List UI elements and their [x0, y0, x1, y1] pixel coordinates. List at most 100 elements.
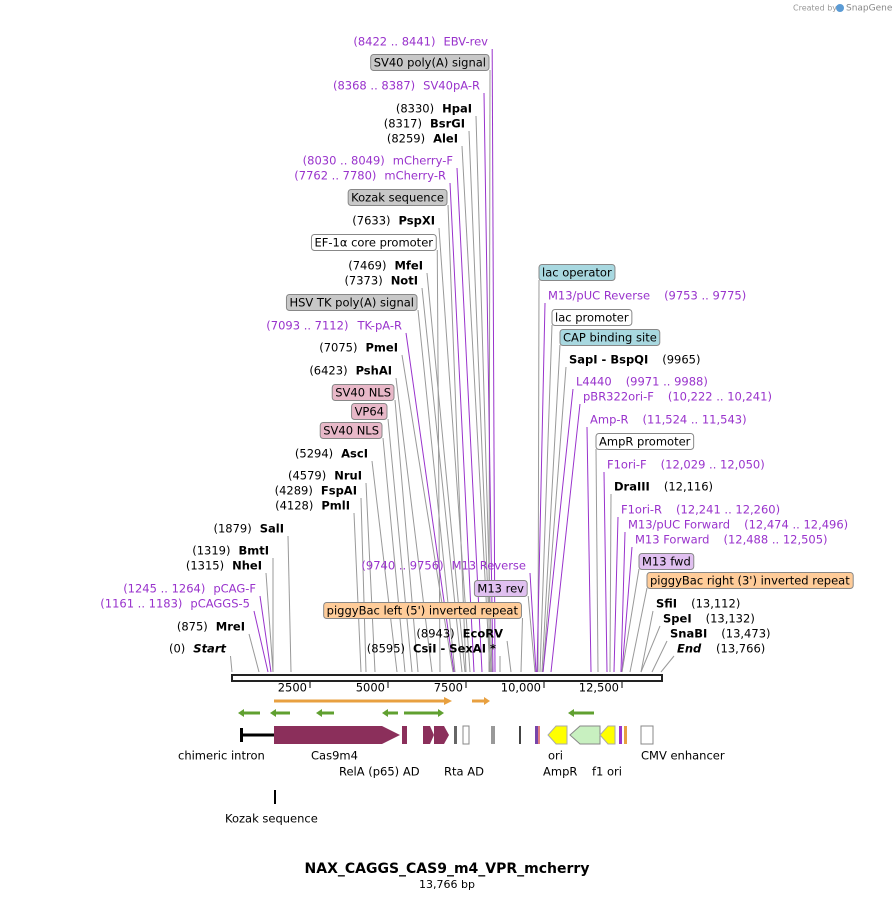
leader-line	[550, 403, 581, 673]
label-range: (8317)	[384, 117, 422, 131]
label-name: PshAI	[356, 364, 392, 378]
label-name: lac operator	[542, 266, 612, 280]
label-range: (1315)	[186, 559, 224, 573]
label-range: (1161 .. 1183)	[100, 597, 182, 611]
leader-line	[447, 204, 467, 673]
leader-line	[360, 497, 367, 673]
label-range: (8030 .. 8049)	[303, 154, 385, 168]
leader-line	[394, 399, 419, 673]
label-name: M13/pUC Forward	[628, 518, 730, 532]
leader-line	[640, 625, 661, 673]
label-range: (1879)	[213, 522, 251, 536]
label-name: End	[677, 642, 702, 656]
leader-line	[529, 572, 537, 673]
label-name: mCherry-F	[393, 154, 453, 168]
label-name: pBR322ori-F	[583, 390, 654, 404]
leader-line	[527, 595, 536, 673]
label-name: AleI	[433, 132, 458, 146]
feature-label: RelA (p65) AD	[339, 765, 420, 779]
label-range: (9971 .. 9988)	[626, 375, 708, 389]
label-name: MfeI	[394, 259, 423, 273]
feature-box	[285, 294, 418, 311]
label-name: M13/pUC Reverse	[548, 289, 650, 303]
label-name: F1ori-R	[621, 503, 662, 517]
label-name: L4440	[576, 375, 612, 389]
feature-box	[347, 189, 448, 206]
label-range: (7633)	[352, 214, 390, 228]
leader-line	[539, 324, 553, 673]
credit: Created by	[793, 4, 837, 13]
leader-line	[603, 471, 608, 673]
feature-box	[559, 329, 661, 346]
logo	[836, 4, 844, 12]
green-arrows	[238, 709, 594, 717]
label-name: HpaI	[442, 102, 472, 116]
leader-line	[542, 388, 574, 673]
leader-line	[586, 426, 592, 673]
label-name: piggyBac right (3') inverted repeat	[650, 574, 850, 588]
feature-box	[538, 264, 616, 281]
label-name: Start	[193, 642, 226, 656]
label-range: (12,116)	[664, 480, 713, 494]
leader-line	[353, 512, 362, 673]
feature-box	[319, 422, 383, 439]
leader-line	[620, 531, 626, 673]
label-name: SalI	[260, 522, 284, 536]
feature-box	[331, 384, 395, 401]
label-range: (7469)	[348, 259, 386, 273]
feature-box	[351, 403, 388, 420]
label-name: mCherry-R	[384, 169, 446, 183]
leader-line	[609, 493, 612, 673]
feature-box	[323, 602, 522, 619]
leader-line	[541, 344, 561, 673]
ruler-label: 2500	[278, 681, 307, 695]
leader-line	[248, 633, 260, 673]
feature-label: Rta AD	[444, 765, 484, 779]
backbone	[231, 674, 663, 682]
leader-line	[542, 366, 567, 673]
label-range: (8943)	[416, 627, 454, 641]
label-range: (7093 .. 7112)	[266, 319, 348, 333]
label-name: BsrGI	[430, 117, 465, 131]
leader-line	[365, 482, 376, 673]
arrow	[444, 697, 452, 705]
label-name: Kozak sequence	[351, 191, 444, 205]
label-range: (875)	[177, 620, 208, 634]
label-range: (13,132)	[706, 612, 755, 626]
feature-label: f1 ori	[592, 765, 622, 779]
label-range: (8368 .. 8387)	[333, 79, 415, 93]
map-length: 13,766 bp	[419, 878, 475, 891]
label-name: SfiI	[656, 597, 677, 611]
label-range: (9753 .. 9775)	[664, 289, 746, 303]
leader-line	[387, 418, 413, 673]
label-range: (9740 .. 9756)	[361, 559, 443, 573]
label-range: (5294)	[295, 447, 333, 461]
feature-label: chimeric intron	[178, 749, 265, 763]
feature-track	[240, 725, 654, 804]
leader-line	[259, 595, 272, 673]
label-range: (6423)	[309, 364, 347, 378]
label-name: Amp-R	[590, 413, 629, 427]
leader-line	[449, 182, 475, 673]
label-range: (7762 .. 7780)	[294, 169, 376, 183]
leader-line	[640, 610, 654, 673]
feature-label: ori	[548, 749, 563, 763]
label-range: (4289)	[275, 484, 313, 498]
label-name: SpeI	[663, 612, 692, 626]
leader-line	[506, 640, 512, 673]
feature-box	[646, 572, 854, 589]
label-name: EcoRV	[463, 627, 503, 641]
label-name: AscI	[341, 447, 368, 461]
label-range: (7373)	[344, 274, 382, 288]
label-range: (4579)	[288, 469, 326, 483]
label-range: (9965)	[662, 353, 700, 367]
label-name: lac promoter	[555, 311, 629, 325]
label-range: (10,222 .. 10,241)	[668, 390, 772, 404]
label-name: NotI	[391, 274, 418, 288]
leader-line	[621, 568, 640, 673]
label-range: (11,524 .. 11,543)	[643, 413, 747, 427]
leader-line	[621, 546, 633, 673]
label-range: (8330)	[396, 102, 434, 116]
label-name: F1ori-F	[607, 458, 647, 472]
label-name: NruI	[334, 469, 362, 483]
